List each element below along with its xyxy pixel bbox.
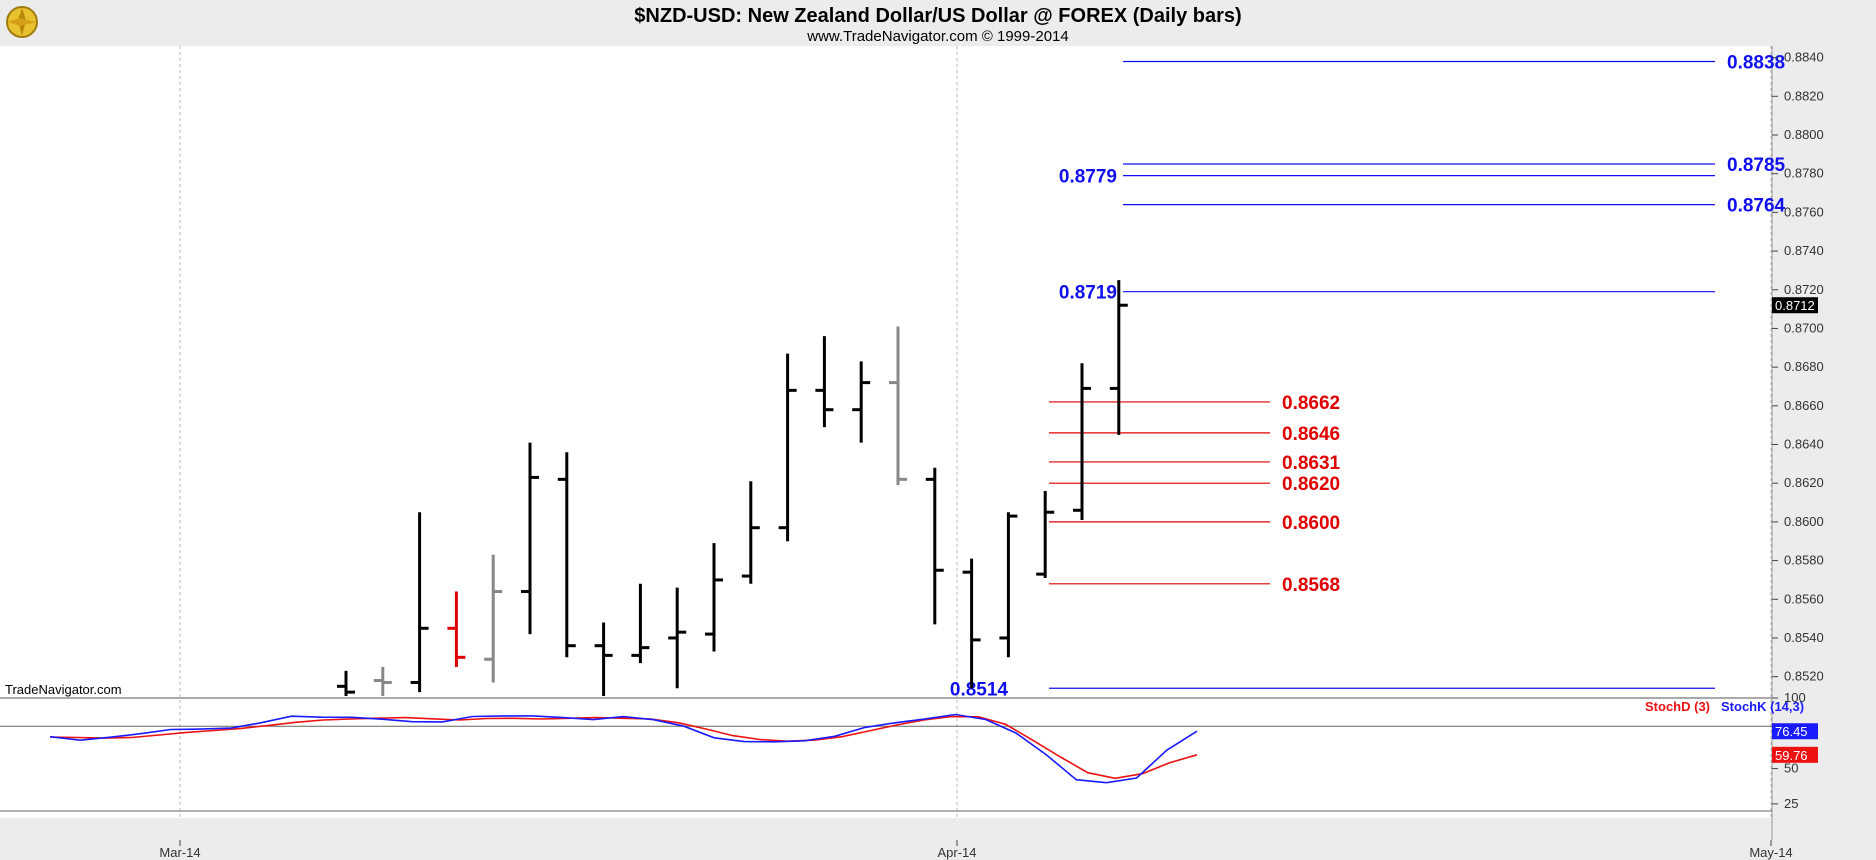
watermark: TradeNavigator.com — [5, 682, 122, 697]
ohlc-bar — [999, 512, 1018, 658]
x-tick-label: Apr-14 — [937, 845, 976, 860]
level-layer: 0.8838 0.8785 0.8779 0.8764 0.8719 0.8662 0.86… — [950, 52, 1786, 700]
ohlc-bar — [594, 622, 613, 696]
y-tick-label: 0.8520 — [1784, 669, 1824, 684]
ohlc-bar — [373, 666, 392, 696]
date-scale-panel — [0, 840, 1876, 860]
last-price-label: 0.8712 — [1775, 298, 1815, 313]
legend-stochk: StochK (14,3) — [1721, 699, 1804, 714]
level-label: 0.8662 — [1282, 393, 1340, 414]
ohlc-bar — [1036, 490, 1055, 578]
ohlc-bar — [1073, 363, 1091, 520]
chart-title: $NZD-USD: New Zealand Dollar/US Dollar @… — [634, 5, 1241, 27]
y-tick-label: 0.8760 — [1784, 204, 1824, 219]
stoch-series-line — [49, 715, 1198, 780]
y-tick-label: 0.8600 — [1784, 514, 1824, 529]
level-label: 0.8719 — [1059, 283, 1117, 304]
level-label: 0.8764 — [1727, 196, 1786, 217]
y-tick-label: 0.8540 — [1784, 630, 1824, 645]
stoch-series-line — [49, 713, 1198, 784]
stoch-tick-label: 25 — [1784, 796, 1798, 811]
ohlc-bar — [631, 583, 650, 664]
x-tick-label: Mar-14 — [159, 845, 200, 860]
ohlc-bar — [337, 670, 355, 696]
y-tick-label: 0.8580 — [1784, 553, 1824, 568]
ohlc-bar — [962, 558, 981, 689]
ohlc-bar — [705, 543, 723, 652]
y-tick-label: 0.8660 — [1784, 398, 1824, 413]
stoch-last-label: 59.76 — [1775, 748, 1808, 763]
y-tick-label: 0.8620 — [1784, 475, 1824, 490]
level-label: 0.8646 — [1282, 424, 1340, 445]
ohlc-bar — [1109, 280, 1128, 435]
title-bar — [0, 0, 1876, 46]
ohlc-bar — [778, 353, 797, 542]
ohlc-bar — [557, 452, 576, 658]
level-label: 0.8600 — [1282, 513, 1340, 534]
x-tick-label: May-14 — [1749, 845, 1792, 860]
level-label: 0.8785 — [1727, 155, 1786, 176]
level-label: 0.8568 — [1282, 575, 1340, 596]
y-tick-label: 0.8820 — [1784, 88, 1824, 103]
ohlc-bar — [741, 481, 760, 584]
axis-layer: Mar-14 Apr-14 May-14 0.8840 0.8820 0.8800 0.87… — [159, 50, 1823, 860]
level-label: 0.8779 — [1059, 167, 1117, 188]
y-tick-label: 0.8640 — [1784, 437, 1824, 452]
ohlc-bar — [889, 326, 907, 486]
y-tick-label: 0.8780 — [1784, 166, 1824, 181]
chart-subtitle: www.TradeNavigator.com © 1999-2014 — [806, 28, 1068, 45]
bar-layer — [337, 280, 1128, 696]
stoch-last-badge — [1772, 746, 1818, 763]
ohlc-bar — [410, 512, 429, 693]
lower-margin — [0, 818, 1772, 840]
legend-stochd: StochD (3) — [1645, 699, 1710, 714]
level-label: 0.8514 — [950, 679, 1009, 700]
ohlc-bar — [852, 361, 871, 443]
stoch-tick-label: 50 — [1784, 761, 1798, 776]
y-tick-label: 0.8800 — [1784, 127, 1824, 142]
ohlc-bar — [925, 467, 944, 625]
level-label: 0.8838 — [1727, 52, 1785, 73]
ohlc-bar — [815, 336, 834, 428]
y-tick-label: 0.8720 — [1784, 282, 1824, 297]
y-tick-label: 0.8740 — [1784, 243, 1824, 258]
ohlc-bar — [668, 587, 687, 689]
y-tick-label: 0.8840 — [1784, 50, 1824, 65]
stoch-last-badge — [1772, 723, 1818, 740]
level-label: 0.8631 — [1282, 453, 1341, 474]
ohlc-bar — [484, 554, 503, 683]
y-tick-label: 0.8700 — [1784, 320, 1824, 335]
ohlc-bar — [521, 442, 539, 635]
y-tick-label: 0.8680 — [1784, 359, 1824, 374]
last-price-badge — [1772, 297, 1818, 314]
stoch-last-label: 76.45 — [1775, 724, 1808, 739]
ohlc-bar — [447, 591, 466, 667]
y-tick-label: 0.8560 — [1784, 591, 1824, 606]
level-label: 0.8620 — [1282, 474, 1340, 495]
grid-layer — [179, 46, 1772, 818]
trade-navigator-logo-icon — [6, 6, 38, 38]
stoch-layer: StochD (3) StochK (14,3) — [0, 699, 1804, 812]
stoch-tick-label: 100 — [1784, 690, 1806, 705]
